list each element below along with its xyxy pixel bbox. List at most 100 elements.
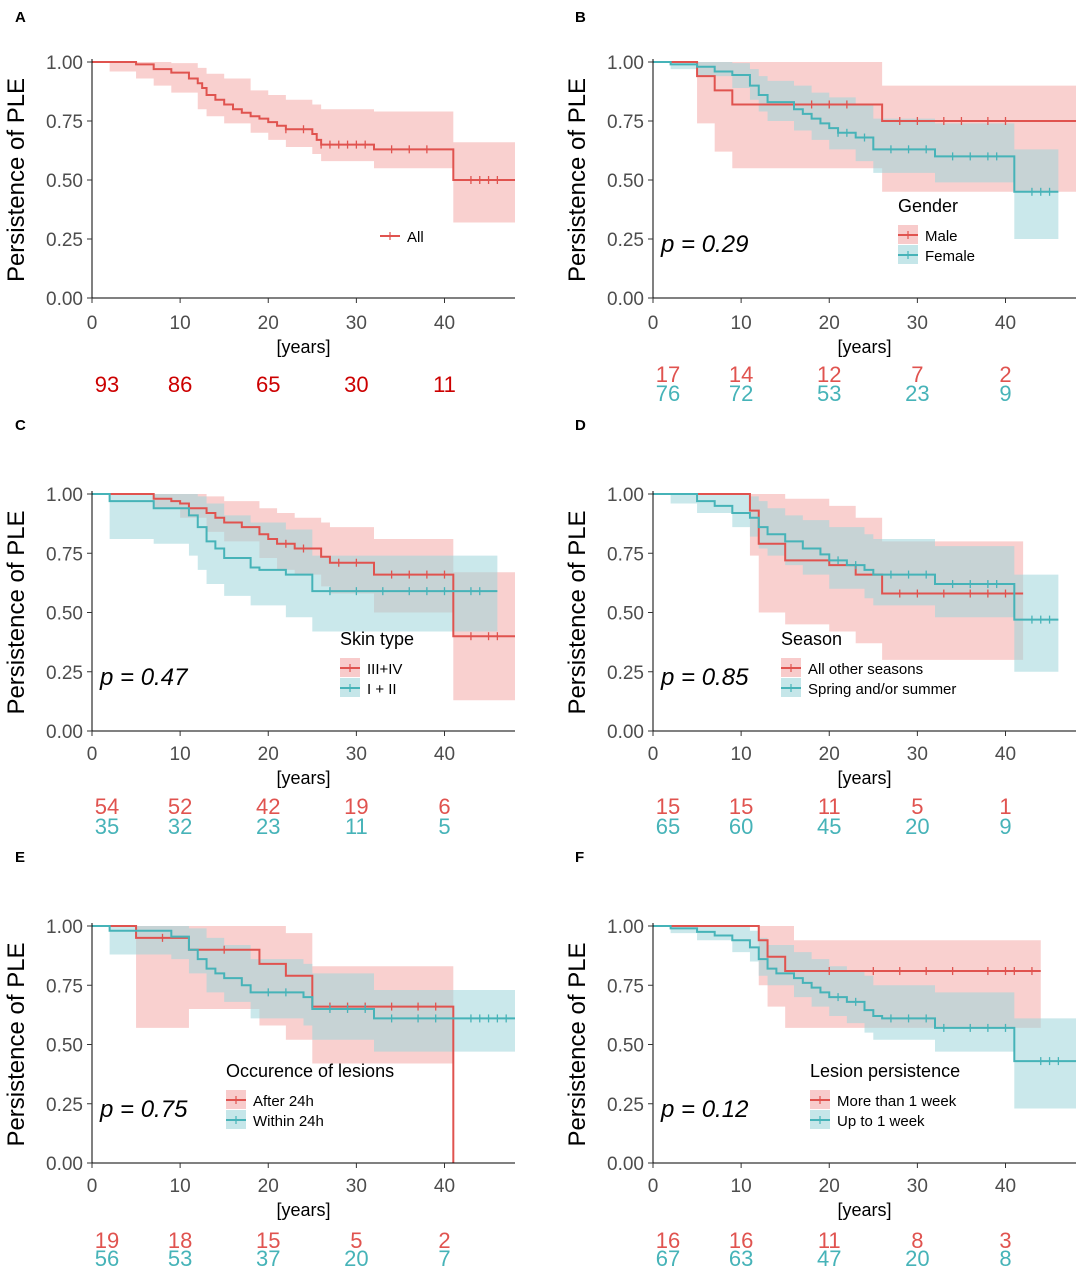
risk-count: 67 [656, 1246, 680, 1269]
x-tick-label: 40 [995, 744, 1016, 765]
y-tick-label: 0.75 [607, 112, 644, 133]
legend-label: Female [925, 248, 975, 265]
y-tick-label: 0.50 [607, 1036, 644, 1057]
p-value: p = 0.47 [99, 664, 189, 691]
y-tick-label: 1.00 [46, 917, 83, 938]
panel-a: A Persistence of PLE 0.00 0.25 0.50 0.75 1.00 0… [3, 9, 515, 397]
survival-curve-all [92, 61, 515, 181]
x-tick-label: 40 [995, 1176, 1016, 1197]
risk-count: 45 [817, 814, 841, 839]
y-tick-label: 0.75 [607, 544, 644, 565]
legend-item: III+IV [340, 658, 402, 678]
risk-count: 23 [905, 381, 929, 406]
panel-d: D Persistence of PLE 0.00 0.25 0.50 0.75 1.00 0… [564, 417, 1076, 839]
risk-count: 8 [911, 1228, 923, 1253]
y-axis-title: Persistence of PLE [3, 78, 30, 282]
risk-count: 20 [344, 1246, 368, 1269]
risk-count: 53 [168, 1246, 192, 1269]
x-tick-label: 0 [648, 313, 659, 334]
panel-label: E [15, 849, 25, 866]
x-tick-label: 30 [346, 313, 367, 334]
x-tick-label: 0 [87, 744, 98, 765]
panel-e: E Persistence of PLE 0.00 0.25 0.50 0.75 1.00 0… [3, 849, 515, 1269]
risk-count: 93 [95, 372, 119, 397]
y-tick-label: 0.25 [46, 1095, 83, 1116]
x-tick-label: 10 [170, 1176, 191, 1197]
panel-label: F [575, 849, 584, 866]
y-tick-label: 0.25 [607, 663, 644, 684]
risk-count: 76 [656, 381, 680, 406]
risk-count: 5 [911, 794, 923, 819]
risk-count: 12 [817, 362, 841, 387]
risk-count: 7 [438, 1246, 450, 1269]
confidence-band-all [92, 62, 515, 223]
legend-label: Up to 1 week [837, 1113, 925, 1130]
legend-title: Season [781, 629, 842, 649]
survival-curve-iii-iv [92, 493, 515, 638]
risk-count: 15 [256, 1228, 280, 1253]
y-tick-label: 0.00 [607, 289, 644, 310]
legend-item: After 24h [226, 1090, 314, 1110]
risk-count: 11 [818, 1228, 841, 1253]
panel-b: B Persistence of PLE 0.00 0.25 0.50 0.75 1.00 0… [564, 9, 1076, 406]
legend-label: I + II [367, 681, 397, 698]
x-tick-label: 40 [434, 1176, 455, 1197]
risk-count: 8 [999, 1246, 1011, 1269]
risk-count: 20 [905, 1246, 929, 1269]
risk-count: 5 [350, 1228, 362, 1253]
risk-count: 19 [95, 1228, 119, 1253]
risk-count: 7 [911, 362, 923, 387]
y-tick-label: 0.00 [607, 722, 644, 743]
legend-title: Lesion persistence [810, 1061, 960, 1081]
x-tick-label: 30 [346, 744, 367, 765]
risk-count: 11 [345, 814, 368, 839]
risk-count: 15 [656, 794, 680, 819]
y-tick-label: 0.50 [46, 171, 83, 192]
x-tick-label: 20 [819, 1176, 840, 1197]
y-tick-label: 0.75 [607, 976, 644, 997]
panel-label: B [575, 9, 586, 26]
risk-count: 60 [729, 814, 753, 839]
legend-label: All [407, 229, 424, 246]
legend-title: Skin type [340, 629, 414, 649]
x-tick-label: 0 [87, 313, 98, 334]
x-tick-label: 30 [907, 313, 928, 334]
y-tick-label: 1.00 [46, 485, 83, 506]
risk-count: 11 [818, 794, 841, 819]
x-tick-label: 0 [648, 1176, 659, 1197]
risk-count: 16 [729, 1228, 753, 1253]
survival-curve-female [653, 61, 1059, 193]
risk-count: 52 [168, 794, 192, 819]
x-axis-title: [years] [276, 337, 330, 357]
risk-count: 32 [168, 814, 192, 839]
panel-c: C Persistence of PLE 0.00 0.25 0.50 0.75 1.00 0… [3, 417, 515, 839]
y-tick-label: 0.25 [46, 230, 83, 251]
x-tick-label: 10 [731, 313, 752, 334]
x-tick-label: 20 [819, 313, 840, 334]
confidence-band-i-ii [92, 494, 498, 632]
risk-count: 54 [95, 794, 119, 819]
panel-label: A [15, 9, 26, 26]
x-tick-label: 10 [170, 313, 191, 334]
legend-item: All other seasons [781, 658, 923, 678]
p-value: p = 0.85 [660, 664, 749, 691]
legend-item: Female [898, 245, 975, 265]
p-value: p = 0.12 [660, 1096, 748, 1123]
x-tick-label: 30 [907, 1176, 928, 1197]
risk-count: 86 [168, 372, 192, 397]
y-axis-title: Persistence of PLE [564, 510, 591, 714]
legend-title: Occurence of lesions [226, 1061, 394, 1081]
y-tick-label: 0.75 [46, 976, 83, 997]
risk-count: 14 [729, 362, 753, 387]
y-tick-label: 0.25 [46, 663, 83, 684]
legend-item: Within 24h [226, 1110, 324, 1130]
x-tick-label: 0 [87, 1176, 98, 1197]
survival-curve-i-ii [92, 493, 498, 593]
y-tick-label: 0.00 [46, 722, 83, 743]
panel-label: C [15, 417, 26, 434]
x-tick-label: 20 [258, 313, 279, 334]
risk-count: 37 [256, 1246, 280, 1269]
x-axis-title: [years] [837, 1200, 891, 1220]
x-axis-title: [years] [837, 768, 891, 788]
